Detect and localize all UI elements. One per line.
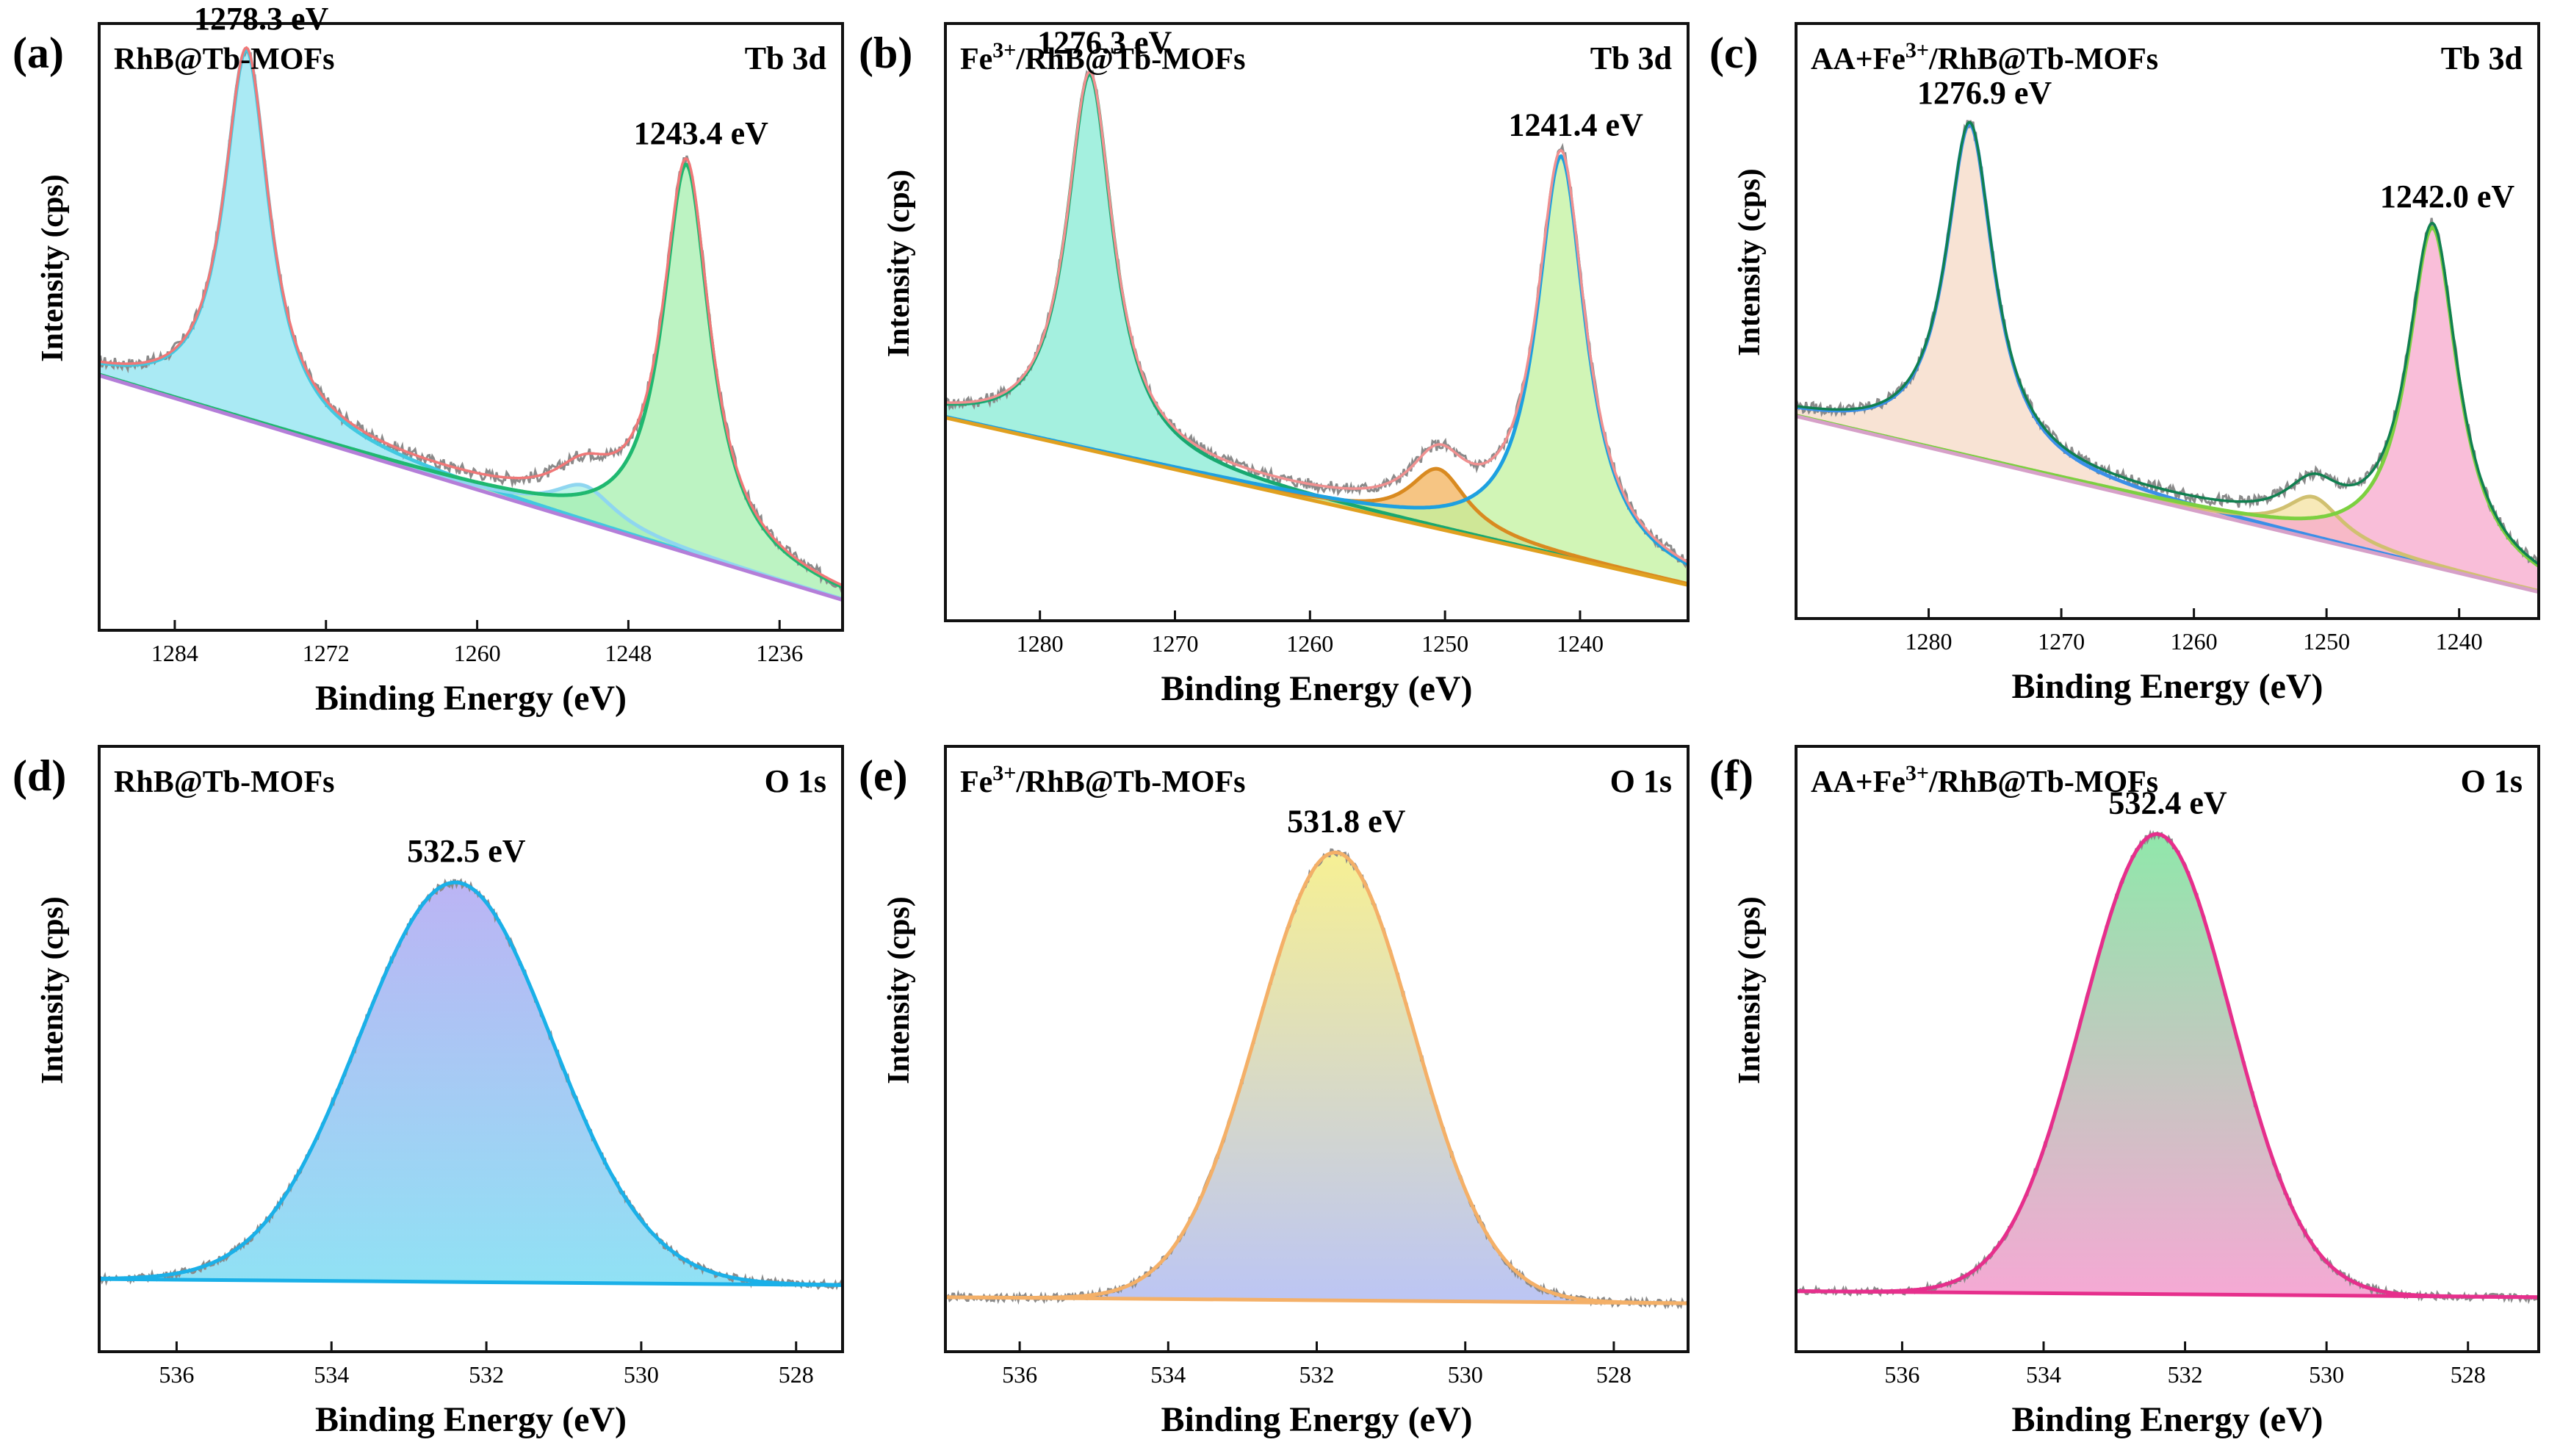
sample-label: Fe3+/RhB@Tb-MOFs (960, 761, 1246, 799)
x-tick-label: 1250 (1421, 630, 1468, 657)
component-line-0 (99, 880, 843, 1287)
x-tick-label: 532 (1299, 1361, 1335, 1388)
x-tick-label: 534 (2026, 1361, 2061, 1388)
component-fill-2 (1796, 228, 2539, 592)
panel-0: 1284 1272 1260 1248 1236 Binding Energy (eV) I… (12, 1, 844, 718)
x-tick-label: 1260 (2171, 628, 2218, 655)
x-tick-label: 1236 (756, 640, 803, 666)
x-tick-label: 532 (2168, 1361, 2203, 1388)
panel-5: 536 534 532 530 528 Binding Energy (eV) Intens… (1709, 745, 2540, 1439)
component-fill-0 (99, 49, 843, 600)
region-label: Tb 3d (2441, 40, 2523, 76)
x-axis-label: Binding Energy (eV) (2011, 667, 2323, 706)
x-tick-label: 1280 (1906, 628, 1953, 655)
component-fill-2 (945, 156, 1688, 585)
envelope-line (1795, 120, 2539, 566)
x-tick-label: 1270 (2038, 628, 2085, 655)
x-tick-label: 1250 (2303, 628, 2350, 655)
x-tick-label: 532 (469, 1361, 504, 1388)
x-tick-label: 530 (2309, 1361, 2344, 1388)
component-fill-2 (99, 165, 843, 600)
x-tick-label: 536 (159, 1361, 194, 1388)
y-axis-label: Intensity (cps) (1733, 896, 1767, 1084)
component-fill-0 (99, 882, 843, 1286)
baseline-line (98, 373, 843, 602)
peak-label: 532.5 eV (407, 833, 526, 869)
x-tick-label: 1270 (1151, 630, 1198, 657)
x-tick-label: 528 (1596, 1361, 1632, 1388)
envelope-line (945, 70, 1689, 563)
component-fill-0 (945, 852, 1688, 1304)
x-axis-label: Binding Energy (eV) (315, 679, 627, 718)
panel-letter: (f) (1709, 752, 1753, 800)
x-tick-label: 1260 (1286, 630, 1333, 657)
x-tick-label: 530 (1448, 1361, 1483, 1388)
component-fill-0 (1796, 834, 2539, 1297)
x-tick-label: 536 (1002, 1361, 1037, 1388)
plot-frame (944, 22, 1690, 622)
y-axis-label: Intensity (cps) (882, 170, 916, 358)
sample-label: AA+Fe3+/RhB@Tb-MOFs (1811, 761, 2158, 799)
x-tick-label: 530 (624, 1361, 659, 1388)
panel-letter: (e) (859, 752, 908, 800)
sample-label: RhB@Tb-MOFs (114, 765, 334, 799)
sample-label: Fe3+/RhB@Tb-MOFs (960, 38, 1246, 76)
baseline-line (945, 416, 1689, 587)
panel-4: 536 534 532 530 528 Binding Energy (eV) Intens… (859, 745, 1690, 1439)
panel-letter: (b) (859, 29, 912, 77)
x-axis-label: Binding Energy (eV) (315, 1400, 627, 1439)
x-tick-label: 1248 (605, 640, 652, 666)
envelope-line (98, 46, 843, 587)
panel-letter: (d) (12, 752, 66, 800)
region-label: O 1s (2461, 763, 2523, 799)
region-label: O 1s (1610, 763, 1672, 799)
peak-label: 532.4 eV (2108, 785, 2227, 821)
x-tick-label: 528 (2451, 1361, 2486, 1388)
x-tick-label: 1240 (1557, 630, 1604, 657)
sample-label: RhB@Tb-MOFs (114, 43, 334, 76)
y-axis-label: Intensity (cps) (36, 174, 70, 362)
peak-label: 1276.9 eV (1917, 75, 2052, 111)
peak-label: 1276.3 eV (1037, 25, 1172, 61)
panel-letter: (a) (12, 29, 64, 77)
y-axis-label: Intensity (cps) (882, 896, 916, 1084)
peak-label: 1278.3 eV (194, 1, 329, 37)
x-tick-label: 1284 (151, 640, 198, 666)
y-axis-label: Intensity (cps) (36, 896, 70, 1084)
panel-2: 1280 1270 1260 1250 1240 Binding Energy (eV) I… (1709, 22, 2540, 706)
x-tick-label: 1272 (303, 640, 350, 666)
x-axis-label: Binding Energy (eV) (1161, 1400, 1472, 1439)
x-tick-label: 1240 (2436, 628, 2483, 655)
y-axis-label: Intensity (cps) (1733, 168, 1767, 356)
plot-frame (1795, 745, 2540, 1353)
x-axis-label: Binding Energy (eV) (2011, 1400, 2323, 1439)
plot-frame (1795, 22, 2540, 620)
panel-1: 1280 1270 1260 1250 1240 Binding Energy (eV) I… (859, 22, 1690, 708)
plot-frame (98, 22, 844, 632)
panel-3: 536 534 532 530 528 Binding Energy (eV) Intens… (12, 745, 844, 1439)
x-axis-label: Binding Energy (eV) (1161, 669, 1472, 708)
peak-label: 1243.4 eV (634, 115, 769, 151)
component-fill-0 (1796, 124, 2539, 592)
x-tick-label: 536 (1884, 1361, 1919, 1388)
x-tick-label: 528 (779, 1361, 814, 1388)
peak-label: 531.8 eV (1287, 803, 1406, 839)
x-tick-label: 534 (314, 1361, 349, 1388)
baseline-line (1795, 414, 2539, 594)
peak-label: 1242.0 eV (2380, 179, 2515, 215)
region-label: Tb 3d (1590, 40, 1672, 76)
region-label: Tb 3d (745, 40, 826, 76)
plot-frame (98, 745, 844, 1353)
x-tick-label: 534 (1150, 1361, 1186, 1388)
sample-label: AA+Fe3+/RhB@Tb-MOFs (1811, 38, 2158, 76)
x-tick-label: 1260 (454, 640, 501, 666)
baseline-line (98, 1277, 843, 1287)
panel-letter: (c) (1709, 29, 1759, 77)
baseline-line (945, 1295, 1689, 1305)
region-label: O 1s (765, 763, 826, 799)
peak-label: 1241.4 eV (1509, 107, 1644, 143)
x-tick-label: 1280 (1017, 630, 1064, 657)
baseline-line (1795, 1289, 2539, 1300)
